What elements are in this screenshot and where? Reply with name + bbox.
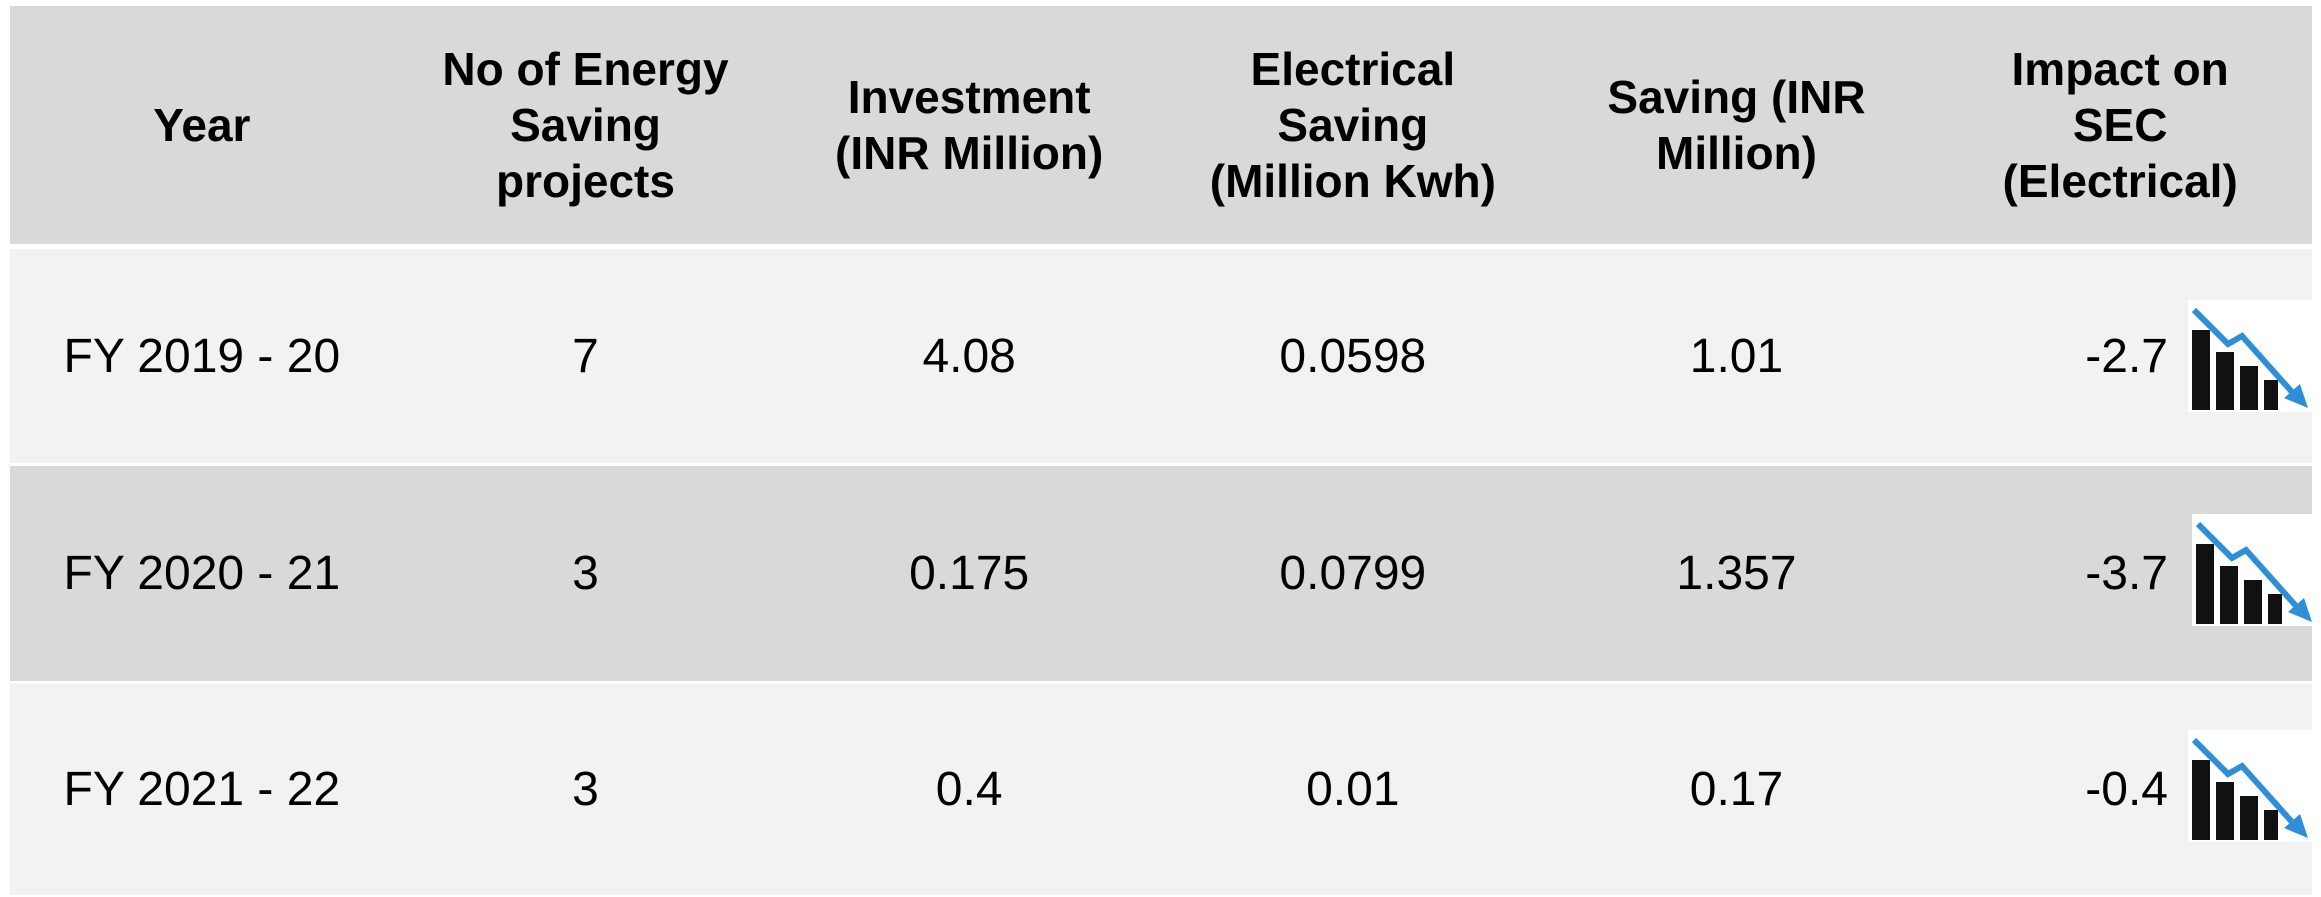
header-cell: No of Energy Saving projects [442, 43, 729, 207]
table-row: FY 2021 - 22 3 0.4 0.01 0.17 -0.4 [10, 684, 2312, 895]
table-row: FY 2020 - 21 3 0.175 0.0799 1.357 -3.7 [10, 466, 2316, 681]
table-cell: 3 [572, 763, 599, 816]
trend-down-icon [2188, 300, 2312, 412]
table-cell: 0.0598 [1279, 329, 1427, 383]
header-cell: Electrical Saving (Million Kwh) [1209, 43, 1496, 207]
table-cell: 1.01 [1689, 329, 1784, 383]
header-cell: Saving (INR Million) [1607, 71, 1866, 179]
table-cell: FY 2020 - 21 [63, 547, 341, 600]
table-cell: -0.4 [2085, 763, 2168, 816]
table-cell: 4.08 [922, 329, 1016, 383]
table-cell: FY 2021 - 22 [63, 763, 341, 816]
table-cell: 3 [572, 547, 599, 600]
header-cell: Investment (INR Million) [835, 71, 1104, 179]
table-cell: 0.01 [1306, 763, 1400, 816]
table-cell: FY 2019 - 20 [63, 329, 341, 383]
header-cell: Year [153, 99, 251, 151]
table-cell: -3.7 [2085, 547, 2168, 600]
header-cell: Impact on SEC (Electrical) [2002, 43, 2238, 207]
table-row: FY 2019 - 20 7 4.08 0.0598 1.01 -2.7 [10, 249, 2312, 463]
table-cell: 1.357 [1676, 547, 1797, 600]
table-cell: 0.0799 [1279, 547, 1427, 600]
table-cell: 0.175 [909, 547, 1030, 600]
table-cell: 0.17 [1689, 763, 1784, 816]
trend-down-icon [2192, 513, 2316, 626]
header-row: Year No of Energy Saving projects Investme… [10, 6, 2312, 244]
table-cell: 7 [572, 329, 599, 383]
table-cell: -2.7 [2085, 329, 2168, 383]
trend-down-icon [2188, 729, 2312, 842]
table-cell: 0.4 [935, 763, 1003, 816]
